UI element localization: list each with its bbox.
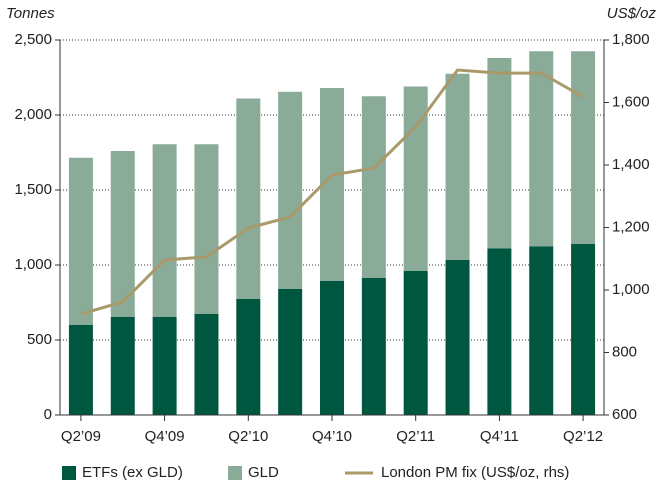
y2-tick-label: 1,800	[612, 31, 650, 48]
y-tick-label: 1,000	[14, 256, 52, 273]
y2-tick-label: 1,000	[612, 281, 650, 298]
bar	[529, 51, 554, 247]
bar	[278, 91, 303, 289]
y2-axis-title: US$/oz	[607, 5, 657, 22]
bar	[236, 98, 261, 299]
bar	[68, 157, 93, 325]
bar	[529, 246, 554, 415]
bar	[571, 51, 596, 244]
bar	[152, 316, 177, 415]
x-tick-label: Q4’11	[480, 428, 519, 445]
y-tick-label: 0	[44, 406, 52, 423]
y2-tick-label: 600	[612, 406, 637, 423]
bar	[278, 289, 303, 415]
bar	[110, 151, 135, 317]
y-tick-label: 2,500	[14, 31, 52, 48]
y-tick-label: 2,000	[14, 106, 52, 123]
bar	[361, 277, 386, 415]
y-tick-label: 500	[27, 331, 52, 348]
y-axis-title: Tonnes	[6, 5, 55, 22]
y2-tick-label: 1,600	[612, 93, 650, 110]
bar	[194, 313, 219, 415]
x-tick-label: Q2’10	[228, 428, 268, 445]
bar	[68, 325, 93, 415]
bar	[445, 259, 470, 415]
bar	[152, 144, 177, 317]
legend-label: London PM fix (US$/oz, rhs)	[381, 464, 569, 481]
bar	[320, 280, 344, 415]
bar	[487, 58, 512, 249]
x-tick-label: Q2’11	[396, 428, 435, 445]
x-tick-label: Q4’10	[312, 428, 352, 445]
line	[80, 68, 584, 316]
bar	[194, 144, 219, 314]
x-tick-label: Q4’09	[145, 428, 185, 445]
bar	[403, 271, 428, 415]
legend-label: GLD	[248, 464, 279, 481]
y2-tick-label: 1,400	[612, 156, 650, 173]
x-tick-label: Q2’12	[563, 428, 603, 445]
bar	[236, 298, 261, 415]
bar	[445, 73, 470, 260]
bar	[110, 316, 135, 415]
bar	[361, 96, 386, 278]
legend-label: ETFs (ex GLD)	[82, 464, 183, 481]
bar	[487, 248, 512, 415]
bar	[571, 244, 596, 415]
y2-tick-label: 800	[612, 343, 637, 360]
x-tick-label: Q2’09	[61, 428, 101, 445]
y2-tick-label: 1,200	[612, 218, 650, 235]
legend-swatch	[62, 466, 76, 480]
y-tick-label: 1,500	[14, 181, 52, 198]
legend-swatch	[228, 466, 242, 480]
